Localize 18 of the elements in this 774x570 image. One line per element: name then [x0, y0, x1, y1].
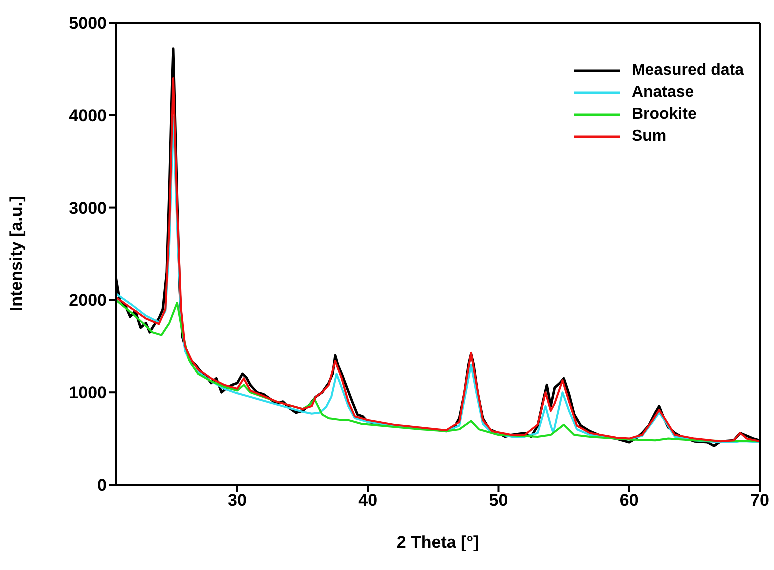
y-tick-label: 3000	[69, 198, 107, 218]
x-tick-label: 50	[489, 491, 508, 510]
legend-label: Sum	[632, 128, 667, 146]
legend-label: Anatase	[632, 84, 694, 102]
legend-label: Brookite	[632, 106, 697, 124]
y-tick-label: 1000	[69, 384, 107, 403]
y-tick-label: 4000	[69, 106, 107, 126]
legend-label: Measured data	[632, 62, 744, 80]
line-series	[116, 299, 760, 443]
y-tick-label: 5000	[69, 14, 107, 34]
y-tick-label: 2000	[69, 291, 107, 310]
x-tick-label: 60	[620, 491, 639, 510]
y-tick-label: 0	[98, 476, 107, 496]
x-tick-label: 70	[750, 491, 770, 510]
y-axis-title: Intensity [a.u.]	[7, 196, 26, 312]
x-tick-label: 30	[228, 491, 247, 510]
x-axis-title: 2 Theta [°]	[396, 533, 480, 552]
x-tick-label: 40	[358, 491, 378, 510]
